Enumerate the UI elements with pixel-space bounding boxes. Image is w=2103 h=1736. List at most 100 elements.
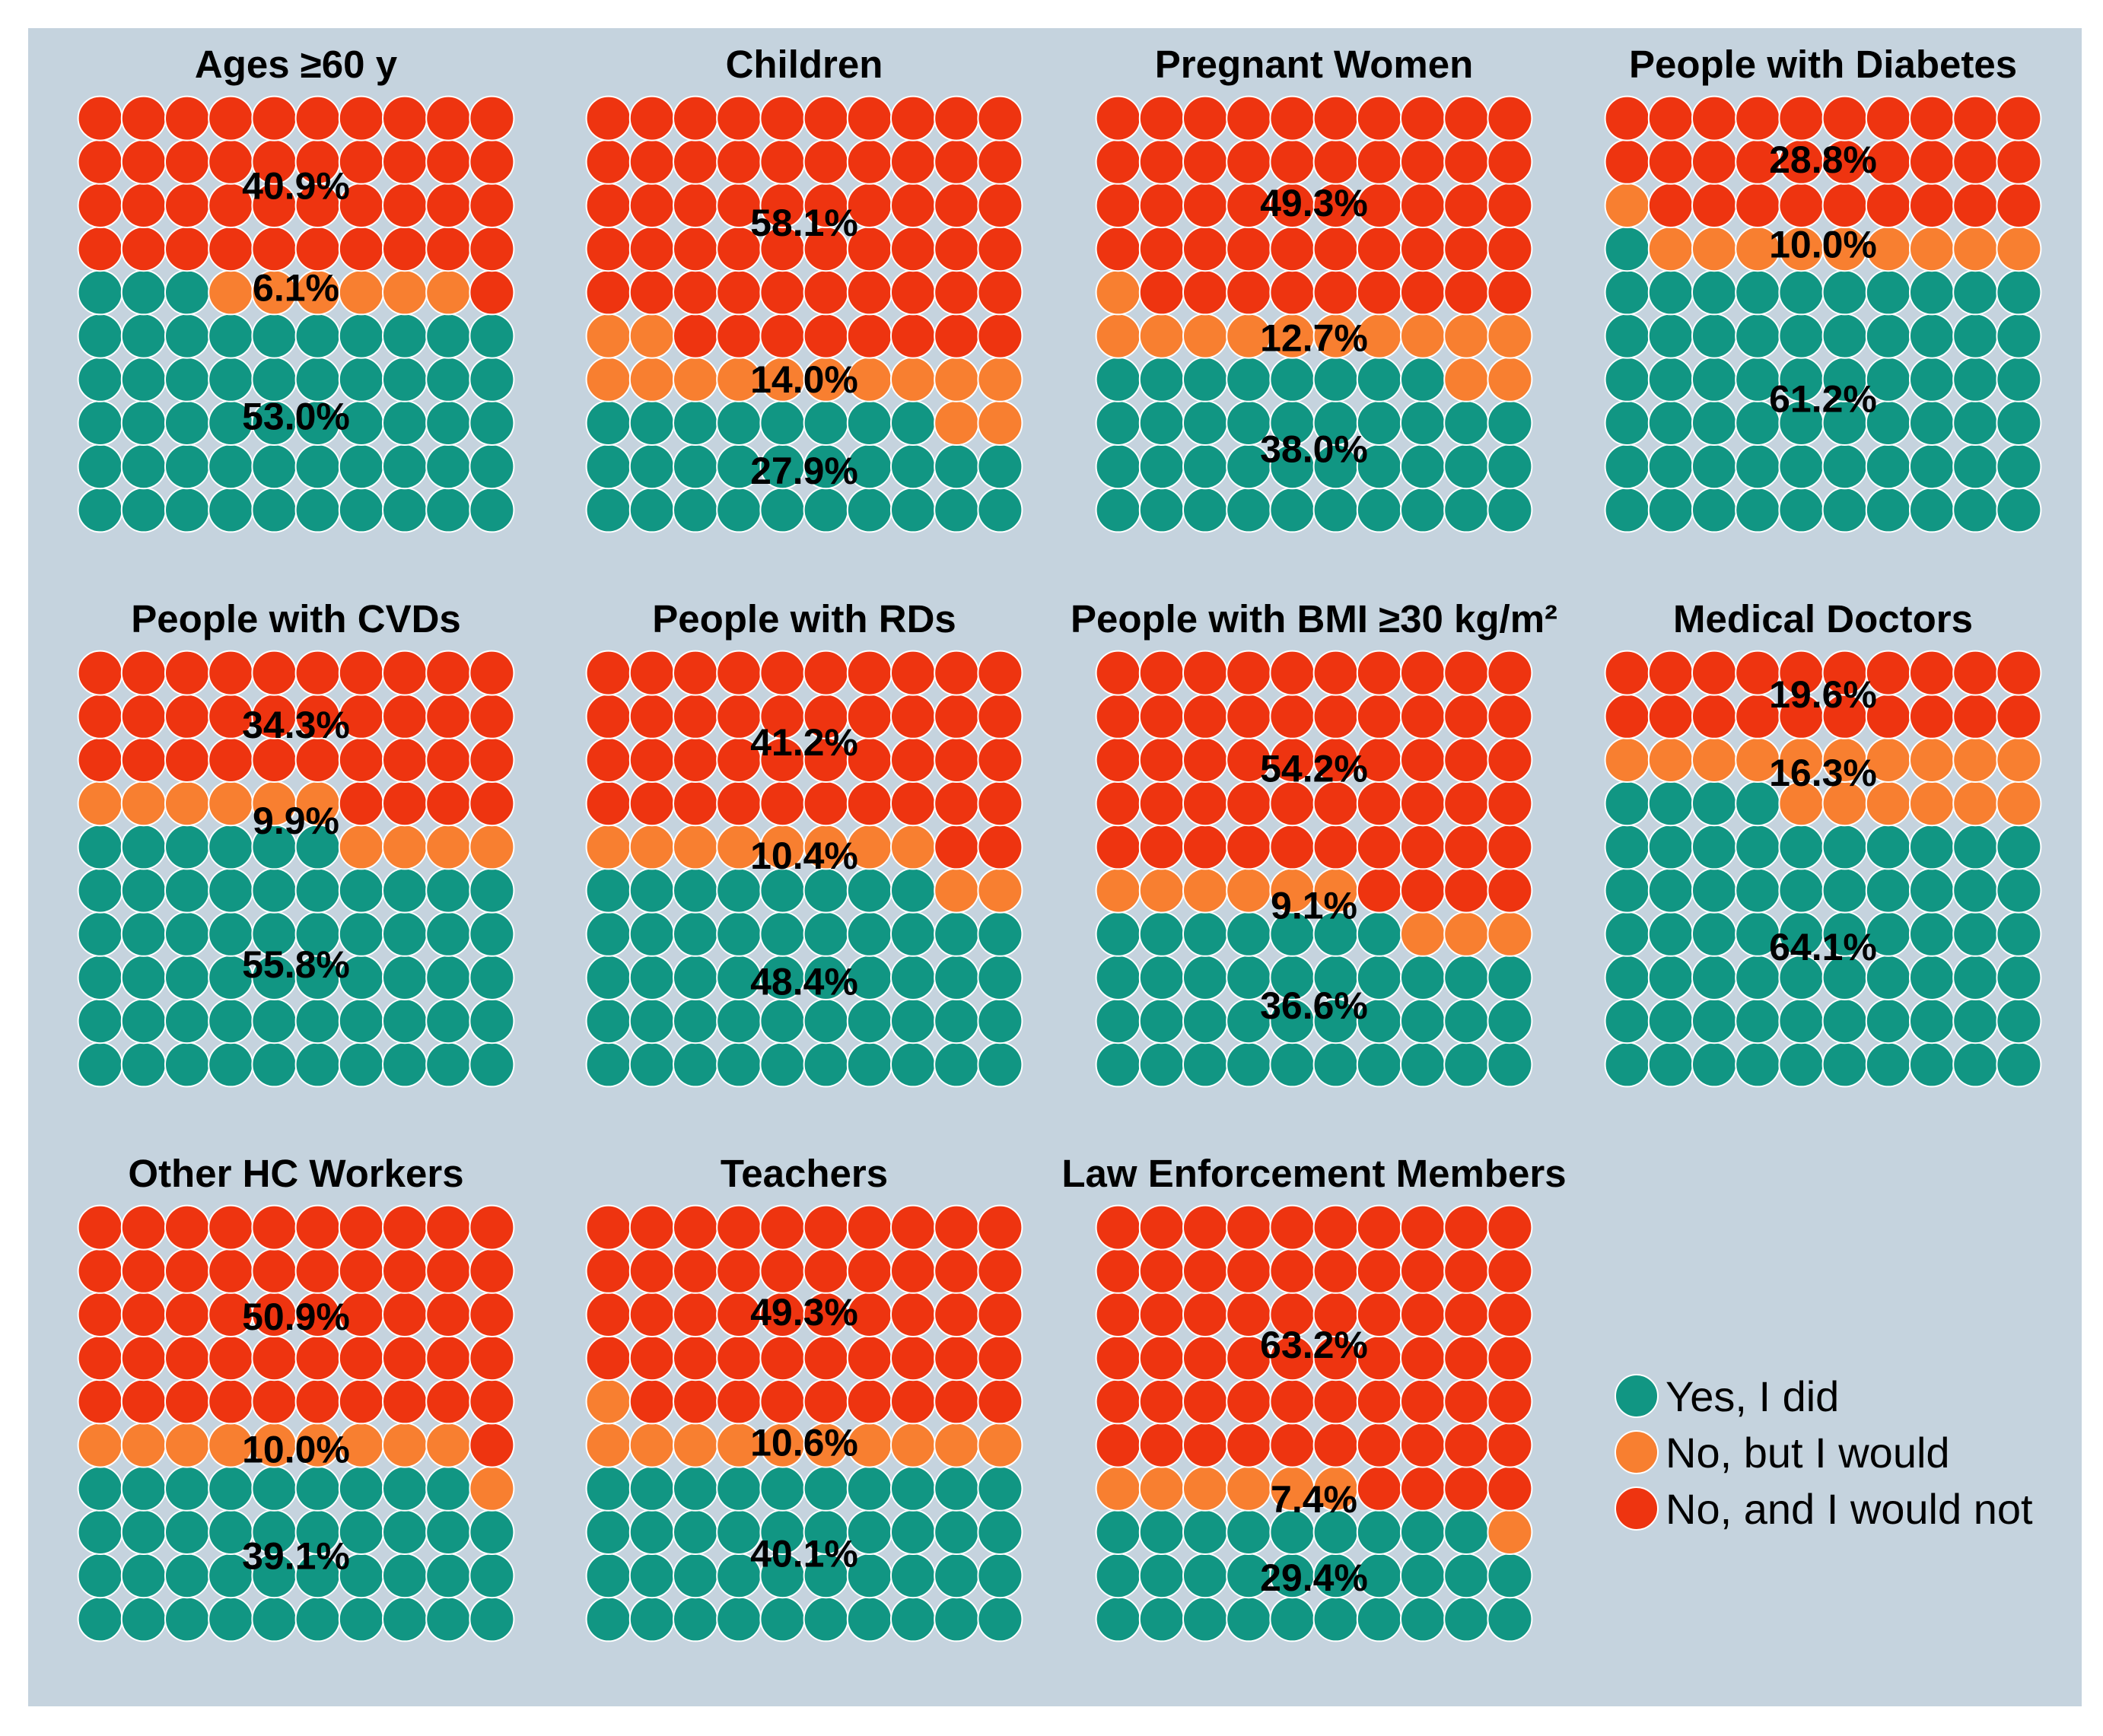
waffle-panel: People with RDs 48.4% 10.4% 41.2% [585,597,1023,1088]
waffle-dot-wouldnot [120,226,167,272]
waffle-dot-yes [1604,400,1650,446]
waffle-dot-wouldnot [208,95,254,141]
waffle-dot-would [1138,867,1185,914]
waffle-dot-would [1182,1465,1228,1512]
waffle-dot-wouldnot [1909,693,1955,739]
waffle-dot-yes [628,400,675,446]
waffle-dot-wouldnot [1182,183,1228,228]
waffle-dot-wouldnot [164,95,210,141]
waffle-dot-wouldnot [890,1335,936,1381]
value-label-yes: 36.6% [1260,984,1368,1027]
waffle-dot-wouldnot [1356,824,1402,870]
waffle-dot-yes [1138,955,1185,1000]
waffle-dot-yes [1443,955,1490,1000]
waffle-dot-yes [585,998,632,1044]
waffle-dot-yes [164,487,210,533]
waffle-dot-wouldnot [1691,693,1737,739]
waffle-dot-would [1487,1509,1533,1555]
waffle-dot-wouldnot [469,1378,515,1425]
waffle-dot-would [1996,226,2042,272]
waffle-dot-yes [338,998,384,1044]
waffle-dot-yes [1182,911,1228,957]
waffle-dot-yes [890,1465,936,1512]
waffle-dot-yes [1909,400,1955,446]
waffle-dot-yes [77,998,123,1044]
waffle-dot-yes [77,356,123,402]
waffle-dot-yes [1095,998,1141,1044]
waffle-dot-wouldnot [890,737,936,783]
waffle-dot-wouldnot [673,1248,718,1294]
waffle-dot-yes [1269,1041,1316,1088]
waffle-dot-yes [1865,444,1911,490]
waffle-dot-wouldnot [1312,226,1359,272]
waffle-dot-wouldnot [382,1292,428,1337]
waffle-panel: Law Enforcement Members 29.4% 7.4% 63.2% [1061,1152,1567,1642]
waffle-dot-wouldnot [716,269,762,316]
waffle-dot-yes [1865,998,1911,1044]
waffle-dot-wouldnot [120,1204,167,1251]
waffle-dot-wouldnot [628,226,675,272]
waffle-dot-yes [382,356,428,402]
waffle-dot-yes [1400,444,1446,490]
waffle-dot-yes [803,1465,849,1512]
waffle-dot-wouldnot [1604,693,1650,739]
waffle-dot-yes [1996,867,2042,914]
panel-title: Ages ≥60 y [195,43,398,86]
waffle-dot-wouldnot [1138,183,1185,228]
waffle-dot-yes [425,313,472,359]
waffle-dot-wouldnot [977,1335,1023,1381]
waffle-dot-wouldnot [77,183,123,228]
waffle-dot-wouldnot [1269,1248,1316,1294]
waffle-dot-yes [1691,487,1737,533]
waffle-dot-yes [1443,1041,1490,1088]
waffle-dot-yes [934,1509,980,1555]
waffle-dot-wouldnot [759,781,806,827]
waffle-dot-yes [120,955,167,1000]
waffle-dot-yes [1182,444,1228,490]
waffle-dot-yes [1312,1596,1359,1642]
waffle-dot-wouldnot [1952,95,1999,141]
waffle-dot-yes [469,955,515,1000]
waffle-dot-wouldnot [469,226,515,272]
waffle-dot-would [673,1422,718,1468]
waffle-dot-wouldnot [77,1204,123,1251]
waffle-dot-yes [1647,867,1694,914]
waffle-dot-wouldnot [77,1292,123,1337]
waffle-dot-yes [1735,313,1781,359]
waffle-dot-yes [1735,444,1781,490]
waffle-dot-would [890,356,936,402]
waffle-dot-would [1952,781,1999,827]
waffle-dot-wouldnot [425,1335,472,1381]
waffle-dot-wouldnot [934,781,980,827]
waffle-dot-wouldnot [1138,138,1185,185]
waffle-dot-wouldnot [1095,737,1141,783]
waffle-dot-wouldnot [1095,650,1141,696]
waffle-dot-wouldnot [164,226,210,272]
waffle-dot-wouldnot [1604,138,1650,185]
waffle-dot-would [382,269,428,316]
waffle-dot-wouldnot [1312,693,1359,739]
waffle-dot-would [934,867,980,914]
waffle-dot-yes [1909,487,1955,533]
waffle-dot-wouldnot [1443,95,1490,141]
waffle-dot-yes [120,1041,167,1088]
waffle-dot-yes [1400,487,1446,533]
waffle-dot-yes [673,487,718,533]
waffle-dot-yes [469,400,515,446]
waffle-dot-wouldnot [382,138,428,185]
waffle-dot-yes [382,444,428,490]
waffle-dot-wouldnot [1138,650,1185,696]
waffle-dot-yes [585,955,632,1000]
waffle-dot-wouldnot [1356,269,1402,316]
waffle-dot-would [1909,737,1955,783]
value-label-would: 10.4% [750,835,858,877]
waffle-dot-yes [164,867,210,914]
waffle-dot-wouldnot [1226,1378,1272,1425]
waffle-dot-wouldnot [1095,1248,1141,1294]
waffle-dot-yes [120,356,167,402]
waffle-dot-wouldnot [1312,1422,1359,1468]
waffle-dot-would [1691,737,1737,783]
waffle-dot-wouldnot [977,650,1023,696]
waffle-dot-wouldnot [1400,824,1446,870]
legend-swatch [1615,1374,1659,1418]
